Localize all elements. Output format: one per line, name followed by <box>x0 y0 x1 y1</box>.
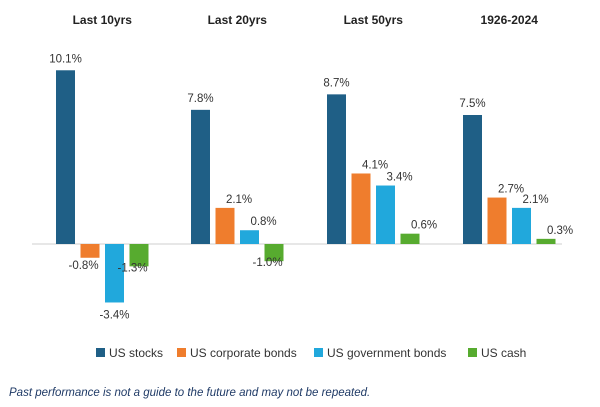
legend-label-us-stocks: US stocks <box>109 346 163 360</box>
data-label-us-cash-1926-2024: 0.3% <box>547 225 573 237</box>
footnote: Past performance is not a guide to the f… <box>9 387 371 399</box>
group-title-1926-2024: 1926-2024 <box>481 13 539 27</box>
legend-label-us-cash: US cash <box>481 346 526 360</box>
legend-swatch-us-stocks <box>96 348 105 357</box>
bar-us-stocks-1926-2024 <box>463 115 482 244</box>
bar-us-government-bonds-1926-2024 <box>512 207 531 244</box>
bars <box>56 70 556 303</box>
data-label-us-government-bonds-last-20yrs: 0.8% <box>250 216 276 228</box>
bar-us-corporate-bonds-last-50yrs <box>351 173 371 244</box>
legend-swatch-us-corporate-bonds <box>177 348 186 357</box>
data-label-us-stocks-last-20yrs: 7.8% <box>187 93 213 105</box>
data-label-us-stocks-1926-2024: 7.5% <box>459 98 485 110</box>
bar-us-stocks-last-20yrs <box>191 109 210 244</box>
bar-us-cash-1926-2024 <box>536 238 556 244</box>
legend-swatch-us-government-bonds <box>314 348 323 357</box>
data-label-us-corporate-bonds-last-50yrs: 4.1% <box>362 159 388 171</box>
group-titles: Last 10yrs Last 20yrs Last 50yrs 1926-2024 <box>73 13 539 27</box>
data-label-us-corporate-bonds-last-10yrs: -0.8% <box>69 260 99 272</box>
legend-label-us-government-bonds: US government bonds <box>327 346 446 360</box>
data-label-us-government-bonds-last-10yrs: -3.4% <box>99 309 129 321</box>
bar-us-stocks-last-50yrs <box>327 94 346 244</box>
group-title-last-50yrs: Last 50yrs <box>344 13 404 27</box>
legend: US stocks US corporate bonds US government… <box>96 346 526 360</box>
bar-us-government-bonds-last-50yrs <box>376 185 395 244</box>
bar-us-cash-last-50yrs <box>400 233 420 244</box>
data-label-us-government-bonds-last-50yrs: 3.4% <box>386 172 412 184</box>
bar-us-government-bonds-last-10yrs <box>105 244 124 303</box>
bar-us-cash-last-20yrs <box>264 244 284 262</box>
bar-us-corporate-bonds-last-10yrs <box>80 244 100 258</box>
data-label-us-stocks-last-50yrs: 8.7% <box>323 77 349 89</box>
data-label-us-cash-last-20yrs: -1.0% <box>253 257 283 269</box>
legend-swatch-us-cash <box>468 348 477 357</box>
bar-us-government-bonds-last-20yrs <box>240 230 259 244</box>
data-label-us-corporate-bonds-1926-2024: 2.7% <box>498 184 524 196</box>
bar-us-cash-last-10yrs <box>129 244 149 267</box>
bar-us-stocks-last-10yrs <box>56 70 75 244</box>
returns-bar-chart: Last 10yrs Last 20yrs Last 50yrs 1926-2024 … <box>32 13 573 360</box>
legend-label-us-corporate-bonds: US corporate bonds <box>190 346 297 360</box>
data-label-us-stocks-last-10yrs: 10.1% <box>49 53 82 65</box>
bar-us-corporate-bonds-1926-2024 <box>487 197 507 244</box>
group-title-last-10yrs: Last 10yrs <box>73 13 133 27</box>
group-title-last-20yrs: Last 20yrs <box>208 13 268 27</box>
bar-us-corporate-bonds-last-20yrs <box>215 207 235 244</box>
data-label-us-cash-last-50yrs: 0.6% <box>411 220 437 232</box>
data-label-us-cash-last-10yrs: -1.3% <box>118 262 148 274</box>
data-labels: 10.1% -0.8% -3.4% -1.3% 7.8% 2.1% 0.8% -1.0% 8.7… <box>49 53 573 321</box>
data-label-us-corporate-bonds-last-20yrs: 2.1% <box>226 194 252 206</box>
data-label-us-government-bonds-1926-2024: 2.1% <box>522 194 548 206</box>
